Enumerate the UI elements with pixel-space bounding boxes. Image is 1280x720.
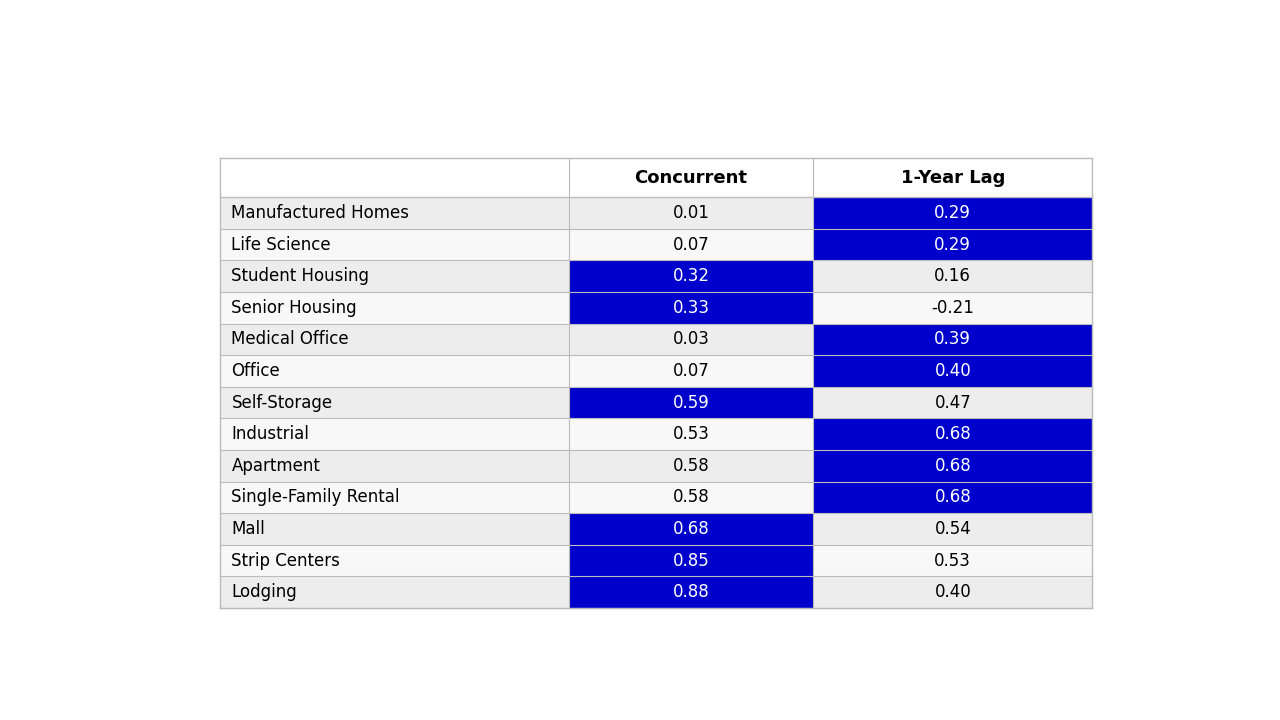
Text: 0.07: 0.07 [672,362,709,380]
Text: Strip Centers: Strip Centers [232,552,340,570]
FancyBboxPatch shape [220,577,568,608]
FancyBboxPatch shape [813,418,1093,450]
Text: Apartment: Apartment [232,457,320,475]
Text: 0.29: 0.29 [934,235,972,253]
Text: 0.32: 0.32 [672,267,709,285]
FancyBboxPatch shape [568,482,813,513]
FancyBboxPatch shape [220,158,1093,197]
Text: Single-Family Rental: Single-Family Rental [232,488,399,506]
Text: 0.47: 0.47 [934,394,972,412]
Text: Manufactured Homes: Manufactured Homes [232,204,410,222]
Text: 0.03: 0.03 [672,330,709,348]
FancyBboxPatch shape [568,197,813,229]
FancyBboxPatch shape [568,577,813,608]
FancyBboxPatch shape [813,482,1093,513]
FancyBboxPatch shape [813,387,1093,418]
Text: 0.01: 0.01 [672,204,709,222]
FancyBboxPatch shape [220,197,568,229]
FancyBboxPatch shape [220,355,568,387]
FancyBboxPatch shape [220,513,568,545]
Text: 0.58: 0.58 [672,457,709,475]
Text: 0.07: 0.07 [672,235,709,253]
Text: Lodging: Lodging [232,583,297,601]
FancyBboxPatch shape [568,450,813,482]
Text: Life Science: Life Science [232,235,332,253]
Text: 0.68: 0.68 [934,457,972,475]
Text: 0.16: 0.16 [934,267,972,285]
Text: Mall: Mall [232,520,265,538]
FancyBboxPatch shape [813,513,1093,545]
FancyBboxPatch shape [568,545,813,577]
Text: Medical Office: Medical Office [232,330,349,348]
FancyBboxPatch shape [813,229,1093,261]
Text: 0.88: 0.88 [672,583,709,601]
Text: Self-Storage: Self-Storage [232,394,333,412]
Text: 0.29: 0.29 [934,204,972,222]
FancyBboxPatch shape [220,482,568,513]
FancyBboxPatch shape [813,355,1093,387]
FancyBboxPatch shape [220,229,568,261]
Text: 1-Year Lag: 1-Year Lag [901,169,1005,187]
Text: 0.68: 0.68 [934,426,972,444]
FancyBboxPatch shape [813,450,1093,482]
FancyBboxPatch shape [813,324,1093,355]
FancyBboxPatch shape [220,292,568,324]
Text: 0.68: 0.68 [672,520,709,538]
FancyBboxPatch shape [568,229,813,261]
Text: 0.33: 0.33 [672,299,709,317]
Text: Industrial: Industrial [232,426,310,444]
Text: 0.53: 0.53 [672,426,709,444]
Text: 0.40: 0.40 [934,583,972,601]
FancyBboxPatch shape [220,324,568,355]
Text: -0.21: -0.21 [932,299,974,317]
FancyBboxPatch shape [568,324,813,355]
Text: 0.85: 0.85 [672,552,709,570]
FancyBboxPatch shape [568,513,813,545]
Text: 0.58: 0.58 [672,488,709,506]
FancyBboxPatch shape [568,387,813,418]
FancyBboxPatch shape [813,292,1093,324]
Text: Office: Office [232,362,280,380]
FancyBboxPatch shape [220,261,568,292]
FancyBboxPatch shape [568,355,813,387]
FancyBboxPatch shape [568,292,813,324]
FancyBboxPatch shape [813,577,1093,608]
Text: 0.59: 0.59 [672,394,709,412]
Text: Student Housing: Student Housing [232,267,370,285]
FancyBboxPatch shape [568,261,813,292]
Text: Senior Housing: Senior Housing [232,299,357,317]
Text: 0.53: 0.53 [934,552,972,570]
Text: 0.54: 0.54 [934,520,972,538]
Text: 0.39: 0.39 [934,330,972,348]
FancyBboxPatch shape [813,545,1093,577]
FancyBboxPatch shape [220,545,568,577]
FancyBboxPatch shape [220,418,568,450]
Text: 0.68: 0.68 [934,488,972,506]
FancyBboxPatch shape [220,387,568,418]
FancyBboxPatch shape [568,418,813,450]
Text: Concurrent: Concurrent [635,169,748,187]
FancyBboxPatch shape [220,450,568,482]
FancyBboxPatch shape [813,261,1093,292]
Text: 0.40: 0.40 [934,362,972,380]
FancyBboxPatch shape [813,197,1093,229]
